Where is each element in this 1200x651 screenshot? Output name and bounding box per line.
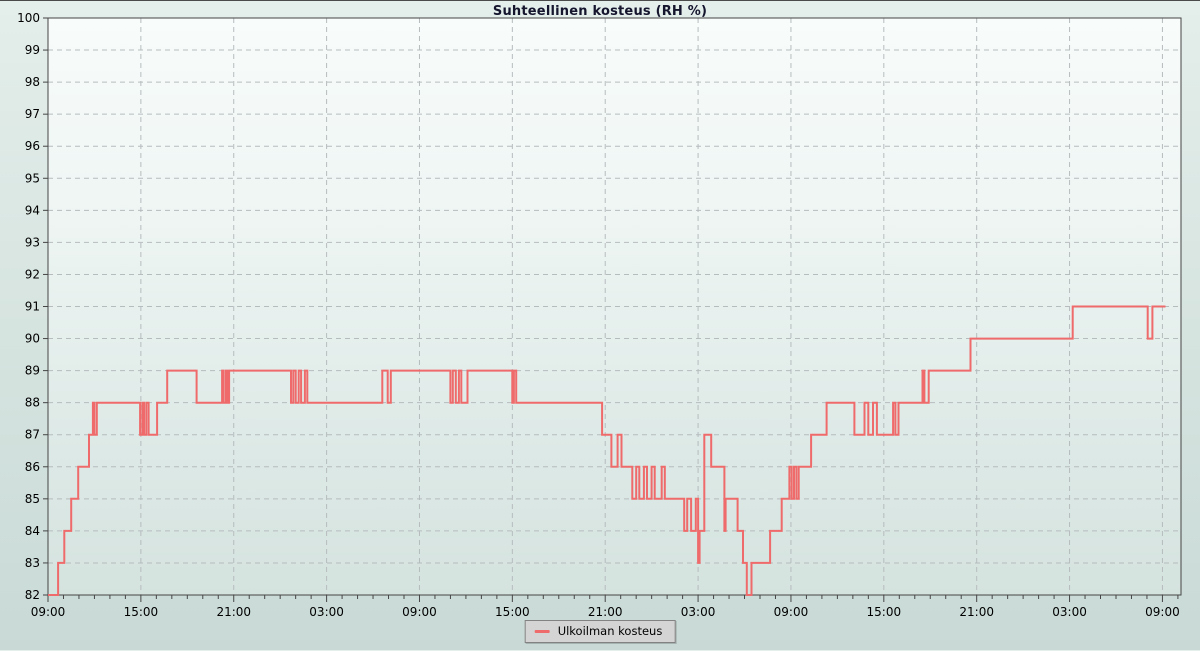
y-tick-label: 87 xyxy=(25,428,40,442)
x-tick-label: 15:00 xyxy=(124,605,159,619)
y-tick-label: 82 xyxy=(25,588,40,602)
y-tick-label: 99 xyxy=(25,43,40,57)
legend-label: Ulkoilman kosteus xyxy=(557,624,663,638)
x-tick-label: 03:00 xyxy=(1052,605,1087,619)
x-tick-label: 09:00 xyxy=(402,605,437,619)
y-tick-label: 84 xyxy=(25,524,40,538)
x-tick-label: 03:00 xyxy=(681,605,716,619)
x-tick-label: 21:00 xyxy=(959,605,994,619)
y-tick-label: 89 xyxy=(25,364,40,378)
y-tick-label: 98 xyxy=(25,75,40,89)
x-tick-label: 09:00 xyxy=(1145,605,1180,619)
y-tick-label: 100 xyxy=(17,11,40,25)
y-tick-label: 97 xyxy=(25,107,40,121)
y-tick-label: 92 xyxy=(25,267,40,281)
x-tick-label: 21:00 xyxy=(216,605,251,619)
y-tick-label: 93 xyxy=(25,235,40,249)
series-line xyxy=(48,305,1166,596)
y-tick-label: 85 xyxy=(25,492,40,506)
y-tick-label: 83 xyxy=(25,556,40,570)
legend-line-icon xyxy=(534,629,550,633)
x-tick-label: 03:00 xyxy=(309,605,344,619)
x-tick-label: 21:00 xyxy=(588,605,623,619)
plot-area-background xyxy=(48,18,1181,595)
y-tick-label: 91 xyxy=(25,300,40,314)
x-tick-label: 15:00 xyxy=(867,605,902,619)
plot-border xyxy=(47,17,1182,596)
chart-title: Suhteellinen kosteus (RH %) xyxy=(492,4,708,19)
x-tick-label: 15:00 xyxy=(495,605,530,619)
y-tick-label: 88 xyxy=(25,396,40,410)
y-tick-label: 94 xyxy=(25,203,40,217)
x-tick-label: 09:00 xyxy=(774,605,809,619)
x-tick-label: 09:00 xyxy=(31,605,66,619)
y-tick-label: 90 xyxy=(25,332,40,346)
y-tick-label: 95 xyxy=(25,171,40,185)
y-tick-label: 96 xyxy=(25,139,40,153)
legend: Ulkoilman kosteus xyxy=(524,620,676,643)
y-tick-label: 86 xyxy=(25,460,40,474)
